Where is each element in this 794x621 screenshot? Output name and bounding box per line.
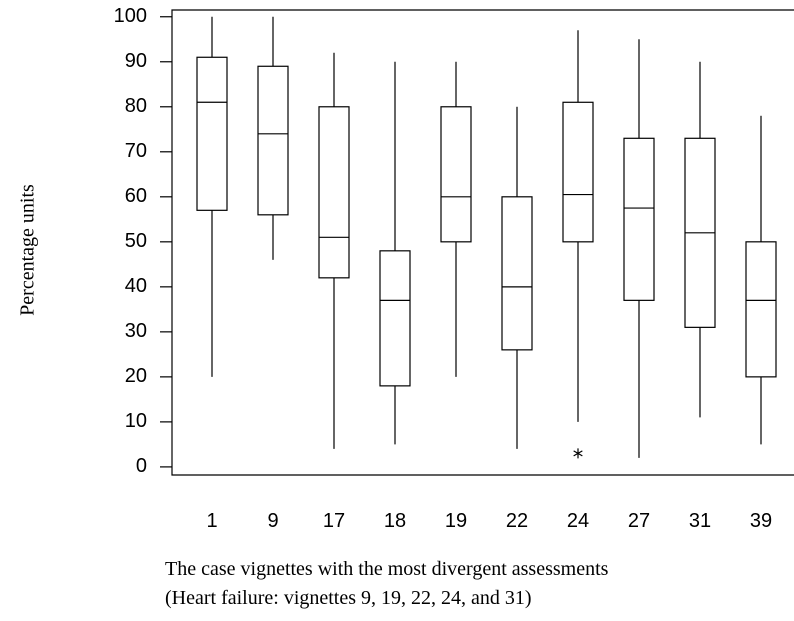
x-tick-label: 22	[506, 510, 528, 532]
box	[379, 250, 411, 387]
x-tick-label: 17	[323, 510, 345, 532]
y-tick-label: 10	[125, 410, 147, 432]
x-tick-label: 39	[750, 510, 772, 532]
outlier	[573, 448, 583, 459]
box	[501, 196, 533, 351]
x-tick-label: 27	[628, 510, 650, 532]
box	[196, 56, 228, 211]
x-tick-label: 1	[206, 510, 217, 532]
box	[440, 106, 472, 243]
y-tick-label: 50	[125, 230, 147, 252]
x-tick-label: 24	[567, 510, 589, 532]
x-tick-label: 18	[384, 510, 406, 532]
x-tick-label: 9	[267, 510, 278, 532]
plot-frame	[171, 9, 794, 476]
box	[623, 137, 655, 301]
y-tick-label: 0	[136, 455, 147, 477]
y-tick-label: 60	[125, 185, 147, 207]
y-tick-label: 40	[125, 275, 147, 297]
box	[257, 65, 289, 216]
y-axis-label: Percentage units	[17, 184, 39, 316]
box	[562, 101, 594, 243]
x-tick-label: 19	[445, 510, 467, 532]
x-axis-label: (Heart failure: vignettes 9, 19, 22, 24,…	[165, 587, 532, 609]
y-tick-label: 70	[125, 140, 147, 162]
box	[318, 106, 350, 279]
x-axis-label: The case vignettes with the most diverge…	[165, 558, 609, 580]
y-tick-label: 90	[125, 50, 147, 72]
y-tick-label: 80	[125, 95, 147, 117]
box	[745, 241, 777, 378]
y-tick-label: 30	[125, 320, 147, 342]
x-tick-label: 31	[689, 510, 711, 532]
y-tick-label: 20	[125, 365, 147, 387]
y-tick-label: 100	[114, 5, 147, 27]
